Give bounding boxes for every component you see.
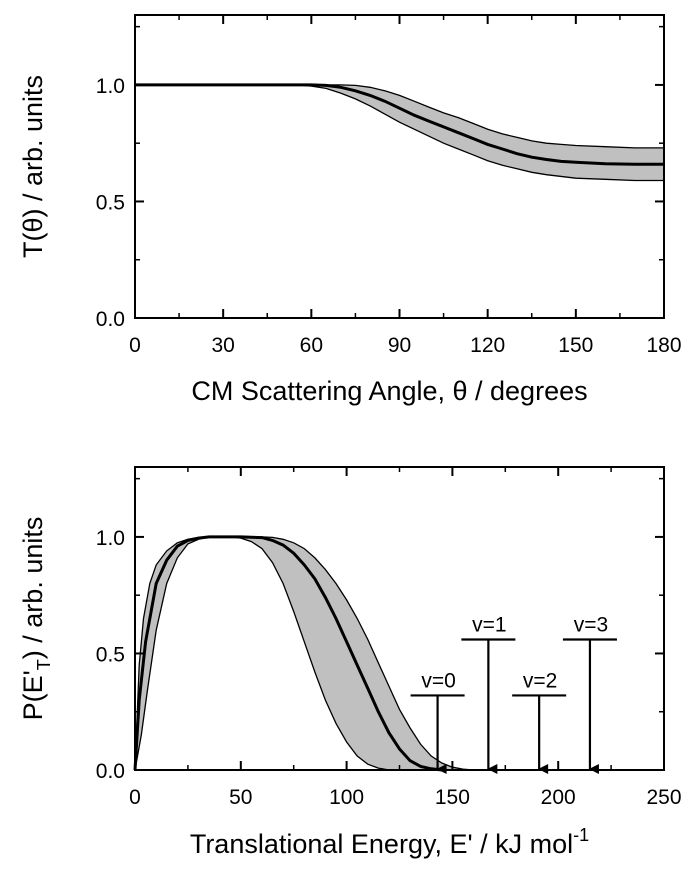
top-x-axis-title: CM Scattering Angle, θ / degrees xyxy=(191,376,587,406)
vibrational-level-v-0: v=0 xyxy=(410,669,465,774)
bottom-plot-area xyxy=(133,535,474,772)
top-x-tick-label: 120 xyxy=(470,334,505,357)
vibrational-level-v-3: v=3 xyxy=(562,613,617,774)
bot-best-fit-line xyxy=(133,535,442,772)
energy-distribution-chart: v=0 v=1 v=2 v=3 0 50 100 150 200 250 0.0 0.5 1.0 Tr… xyxy=(18,466,682,859)
top-y-tick-label: 0.0 xyxy=(96,308,125,331)
vibrational-level-markers: v=0 v=1 v=2 v=3 xyxy=(410,613,617,774)
bot-x-tick-label: 50 xyxy=(229,786,252,809)
bottom-y-axis-title-main: P(E' xyxy=(18,670,48,720)
vibrational-level-v-1: v=1 xyxy=(461,613,516,774)
bottom-x-axis-title-superscript: -1 xyxy=(573,825,589,845)
bottom-axis-ticks: 0 50 100 150 200 250 0.0 0.5 1.0 xyxy=(96,467,682,809)
angular-distribution-chart: 0 30 60 90 120 150 180 0.0 0.5 1.0 CM Scattering … xyxy=(18,14,682,406)
bot-y-tick-label: 0.5 xyxy=(96,643,125,666)
top-upper-bound-line xyxy=(135,84,664,149)
top-x-tick-label: 60 xyxy=(300,334,323,357)
level-label: v=3 xyxy=(574,613,608,636)
bottom-x-axis-title: Translational Energy, E' / kJ mol-1 xyxy=(190,825,589,859)
top-plot-area xyxy=(135,83,664,182)
bot-x-tick-label: 250 xyxy=(646,786,681,809)
bottom-y-axis-title-subscript: T xyxy=(34,659,54,670)
bottom-y-axis-title: P(E'T) / arb. units xyxy=(18,517,54,721)
vibrational-level-v-2: v=2 xyxy=(512,669,567,774)
top-best-fit-line xyxy=(135,83,664,166)
bot-x-tick-label: 0 xyxy=(129,786,141,809)
bot-y-tick-label: 1.0 xyxy=(96,527,125,550)
bot-uncertainty-band xyxy=(135,536,474,770)
bot-x-tick-label: 150 xyxy=(435,786,470,809)
bot-y-tick-label: 0.0 xyxy=(96,760,125,783)
bot-upper-bound-line xyxy=(134,536,474,771)
bot-x-tick-label: 100 xyxy=(329,786,364,809)
top-y-tick-label: 1.0 xyxy=(96,75,125,98)
top-lower-bound-line xyxy=(135,84,664,182)
bottom-y-axis-title-tail: ) / arb. units xyxy=(18,517,48,660)
top-axis-ticks: 0 30 60 90 120 150 180 0.0 0.5 1.0 xyxy=(96,15,682,357)
level-label: v=2 xyxy=(523,669,557,692)
top-x-tick-label: 180 xyxy=(646,334,681,357)
top-uncertainty-band xyxy=(135,84,664,181)
level-label: v=1 xyxy=(472,613,506,636)
top-x-tick-label: 30 xyxy=(211,334,234,357)
bottom-x-axis-title-main: Translational Energy, E' / kJ mol xyxy=(190,829,573,859)
top-x-tick-label: 0 xyxy=(129,334,141,357)
top-x-tick-label: 150 xyxy=(558,334,593,357)
bot-lower-bound-line xyxy=(134,536,411,771)
top-x-tick-label: 90 xyxy=(388,334,411,357)
top-y-axis-title: T(θ) / arb. units xyxy=(18,75,48,258)
bot-x-tick-label: 200 xyxy=(541,786,576,809)
top-y-tick-label: 0.5 xyxy=(96,191,125,214)
level-label: v=0 xyxy=(421,669,455,692)
